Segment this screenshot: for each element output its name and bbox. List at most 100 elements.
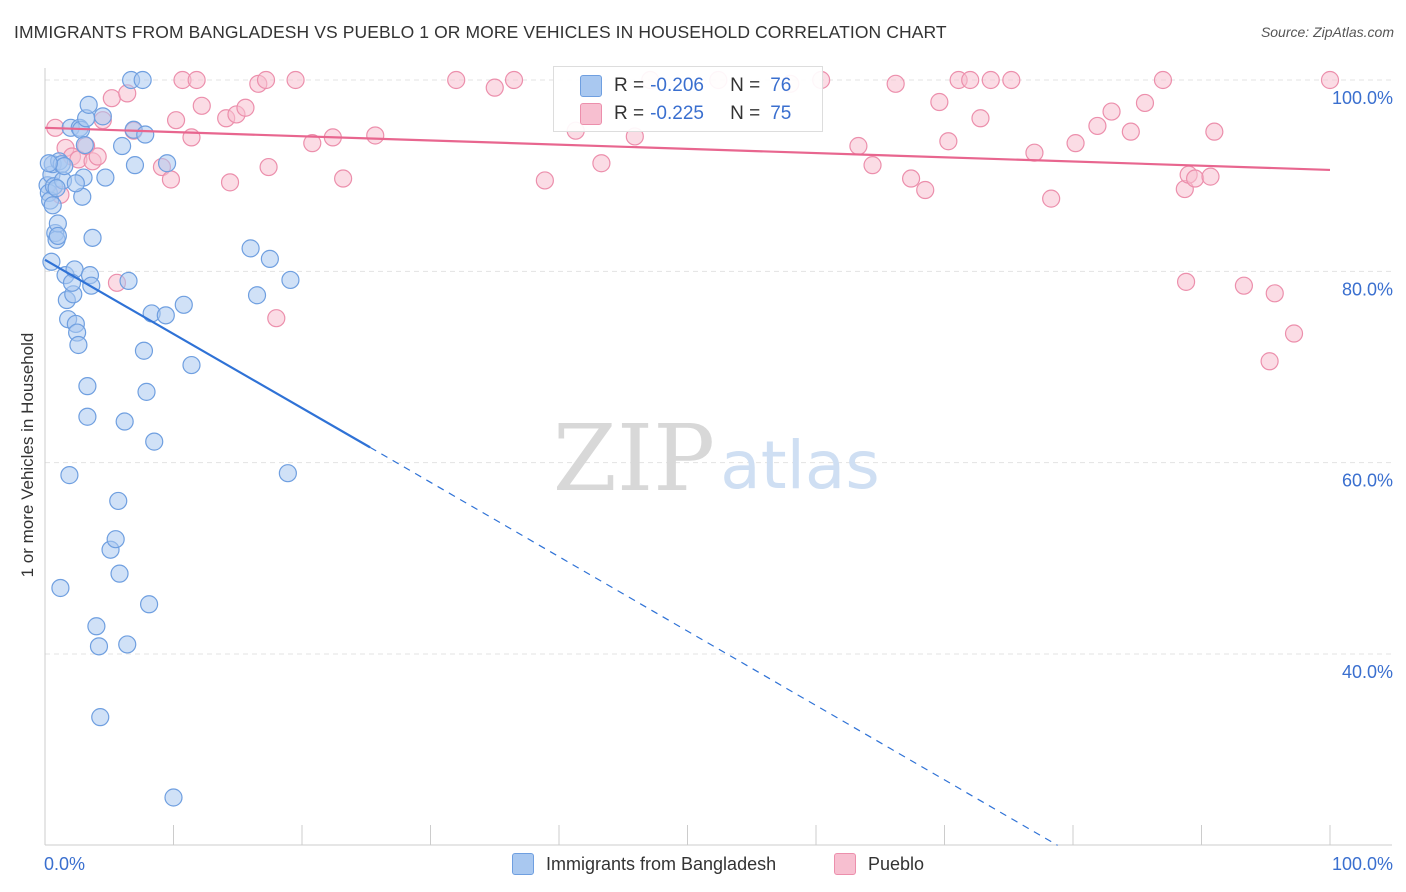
pueblo-point xyxy=(863,156,882,175)
x-tick-label: 100.0% xyxy=(1332,854,1393,874)
bangladesh-point xyxy=(78,407,97,426)
source-label: Source: ZipAtlas.com xyxy=(1260,24,1394,40)
bangladesh-point xyxy=(137,382,156,401)
pueblo-point xyxy=(1135,93,1155,113)
legend-item-bangladesh[interactable]: Immigrants from Bangladesh xyxy=(512,853,776,875)
pueblo-point xyxy=(916,180,935,200)
legend-item-pueblo[interactable]: Pueblo xyxy=(834,853,924,875)
bangladesh-trend-extension xyxy=(369,446,1058,846)
bangladesh-point xyxy=(115,412,134,431)
bangladesh-point xyxy=(247,286,267,305)
pueblo-point xyxy=(1102,102,1121,121)
y-tick-label: 40.0% xyxy=(1342,662,1393,682)
r-value: -0.225 xyxy=(650,103,704,124)
bangladesh-point xyxy=(43,196,62,215)
series-legend: Immigrants from Bangladesh Pueblo xyxy=(0,851,1406,879)
y-tick-label: 60.0% xyxy=(1342,471,1393,491)
bangladesh-point xyxy=(241,239,260,258)
tick-labels: 40.0% 60.0% 80.0% 100.0% 0.0% 100.0% xyxy=(44,88,1393,874)
pueblo-point xyxy=(901,169,921,188)
bangladesh-point xyxy=(39,154,58,173)
pueblo-point xyxy=(1176,272,1196,291)
pueblo-point xyxy=(447,70,466,90)
pueblo-point xyxy=(971,109,990,128)
pueblo-point xyxy=(1088,116,1107,136)
r-value: -0.206 xyxy=(650,75,704,96)
pueblo-point xyxy=(1284,324,1304,343)
n-label: N = xyxy=(730,75,761,96)
bangladesh-point xyxy=(48,226,67,246)
bangladesh-point xyxy=(109,491,128,511)
pueblo-point xyxy=(88,147,107,166)
pueblo-point xyxy=(1234,276,1254,295)
stats-legend-row-pueblo: R = -0.225 N = 75 xyxy=(580,101,791,127)
bangladesh-point xyxy=(79,95,98,114)
bangladesh-point xyxy=(164,788,183,807)
pueblo-point xyxy=(930,92,949,112)
watermark-zip: ZIP xyxy=(553,405,715,512)
bangladesh-point xyxy=(134,341,154,360)
pueblo-point xyxy=(1201,167,1220,186)
bangladesh-point xyxy=(62,273,82,292)
pueblo-point xyxy=(1205,122,1224,141)
watermark: ZIP atlas xyxy=(553,405,880,512)
trend-lines xyxy=(44,126,1331,846)
bangladesh-point xyxy=(118,635,137,654)
watermark-atlas: atlas xyxy=(720,427,880,504)
n-label: N = xyxy=(730,103,761,124)
pueblo-point xyxy=(267,309,286,328)
bangladesh-point xyxy=(91,708,110,727)
pueblo-trend-line xyxy=(44,126,1331,172)
bangladesh-point xyxy=(93,107,112,126)
pueblo-point xyxy=(886,74,905,93)
pueblo-point xyxy=(166,111,186,130)
bangladesh-point xyxy=(69,335,88,355)
bangladesh-point xyxy=(133,70,152,90)
bangladesh-point xyxy=(87,617,106,636)
bangladesh-point xyxy=(157,154,177,173)
pueblo-point xyxy=(220,173,240,192)
pueblo-point xyxy=(939,132,958,151)
pueblo-point xyxy=(849,136,868,156)
pueblo-point xyxy=(286,70,305,90)
pueblo-point xyxy=(192,96,211,115)
pueblo-point xyxy=(1042,189,1061,208)
legend-label-bangladesh: Immigrants from Bangladesh xyxy=(546,853,777,874)
bangladesh-point xyxy=(60,466,79,485)
pueblo-point xyxy=(236,98,255,117)
bangladesh-point xyxy=(96,168,115,187)
bangladesh-point xyxy=(55,157,74,176)
pueblo-point xyxy=(504,70,524,90)
bangladesh-point xyxy=(174,295,193,314)
pueblo-point xyxy=(161,170,181,189)
bangladesh-point xyxy=(136,125,155,144)
pueblo-point xyxy=(1153,70,1173,90)
pueblo-point xyxy=(1121,122,1140,141)
pueblo-point xyxy=(1185,169,1205,188)
blue-swatch-icon xyxy=(512,853,534,875)
bangladesh-point xyxy=(156,306,175,325)
r-label: R = xyxy=(614,103,645,124)
y-tick-label: 100.0% xyxy=(1332,88,1393,108)
pueblo-point xyxy=(1320,70,1340,90)
pueblo-point xyxy=(187,70,206,90)
legend-label-pueblo: Pueblo xyxy=(868,853,925,874)
bangladesh-point xyxy=(110,564,129,583)
bangladesh-point xyxy=(51,578,70,598)
bangladesh-point xyxy=(89,637,109,656)
pueblo-point xyxy=(256,70,276,90)
pueblo-point xyxy=(1265,284,1284,303)
bangladesh-point xyxy=(106,530,125,549)
pink-swatch-icon xyxy=(580,103,602,125)
bangladesh-point xyxy=(182,355,201,375)
pueblo-point xyxy=(981,70,1000,90)
bangladesh-point xyxy=(83,228,102,247)
stats-legend-row-bangladesh: R = -0.206 N = 76 xyxy=(580,73,791,99)
bangladesh-point xyxy=(78,377,97,396)
pueblo-point xyxy=(1260,352,1279,371)
n-value: 75 xyxy=(770,103,792,124)
pueblo-point xyxy=(366,126,385,145)
bangladesh-point xyxy=(278,464,297,483)
blue-swatch-icon xyxy=(580,75,602,97)
